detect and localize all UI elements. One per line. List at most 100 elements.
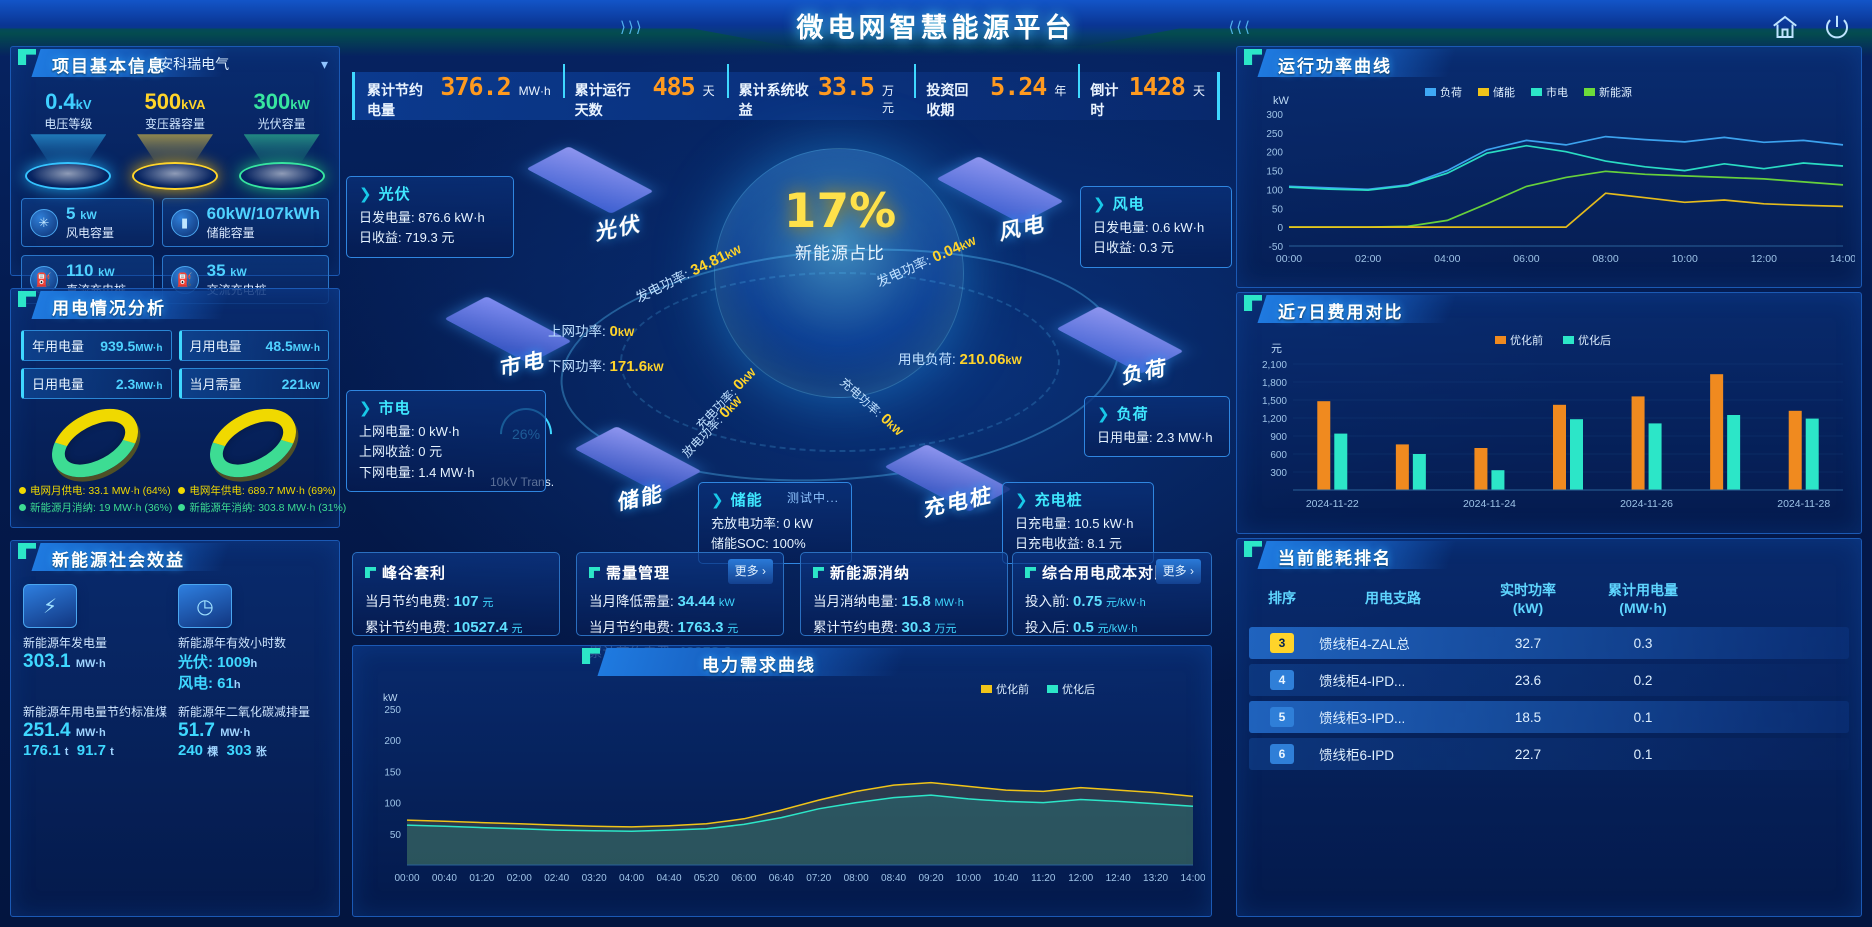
- capacity-ac-value: 35: [206, 261, 226, 281]
- rank-col-power: 实时功率 (kW): [1500, 582, 1556, 616]
- ring-beam: [243, 134, 320, 165]
- svg-text:负荷: 负荷: [1440, 85, 1462, 99]
- project-info-panel: 项目基本信息 安科瑞电气 ▾ 0.4kV 电压等级 500kVA 变压器容量 3…: [10, 46, 340, 305]
- iso-label-pv: 光伏: [596, 212, 642, 245]
- svg-text:新能源: 新能源: [1599, 85, 1632, 99]
- panel-title-bar: 近7日费用对比: [1236, 292, 1862, 326]
- rank-badge: 5: [1270, 707, 1294, 727]
- svg-text:1,200: 1,200: [1262, 414, 1287, 425]
- storage-card-title: ❯ 储能 测试中...: [711, 491, 839, 509]
- pv-block-icon: [526, 146, 654, 214]
- company-select[interactable]: 安科瑞电气 ▾: [159, 54, 328, 74]
- svg-text:300: 300: [1266, 110, 1283, 121]
- svg-text:元: 元: [1271, 343, 1282, 355]
- wind-turbine-icon: ✳: [30, 208, 58, 237]
- kpi-payback: 投资回收期 5.24 年: [914, 64, 1078, 120]
- capacity-dc-unit: kW: [98, 267, 115, 280]
- rank-badge: 4: [1270, 670, 1294, 690]
- svg-text:00:00: 00:00: [394, 873, 419, 884]
- storage-info-card: ❯ 储能 测试中... 充放电功率: 0 kW 储能SOC: 100%: [698, 482, 852, 564]
- svg-text:250: 250: [384, 705, 401, 716]
- svg-text:00:00: 00:00: [1276, 253, 1302, 265]
- grid-up-income: 上网收益: 0 元: [359, 444, 443, 460]
- storage-soc: 储能SOC: 100%: [711, 536, 806, 552]
- svg-text:04:00: 04:00: [619, 873, 644, 884]
- rank-badge: 3: [1270, 633, 1294, 653]
- flag-icon: [365, 567, 376, 578]
- rank-branch: 馈线柜6-IPD: [1319, 748, 1395, 763]
- svg-text:06:00: 06:00: [731, 873, 756, 884]
- capacity-storage: ▮ 60kW/107kWh 储能容量: [161, 198, 329, 248]
- power-icon[interactable]: [1822, 12, 1852, 42]
- benefit-annual-generation: ⚡ 新能源年发电量 303.1 MW·h: [23, 584, 172, 693]
- svg-text:储能: 储能: [1493, 85, 1515, 99]
- fee-compare-panel: 近7日费用对比 元 300 600 900 1,200 1,500 1,800 2,100 优化…: [1236, 292, 1862, 534]
- title-flag-icon: [1244, 49, 1262, 65]
- home-icon[interactable]: [1770, 12, 1800, 42]
- rank-badge: 6: [1270, 744, 1294, 764]
- table-row[interactable]: 6 馈线柜6-IPD 22.7 0.1: [1249, 738, 1849, 770]
- header-deco-left: ⟩⟩⟩: [620, 19, 644, 36]
- svg-text:kW: kW: [383, 693, 398, 704]
- legend-renew-year: 新能源年消纳: 303.8 MW·h (31%): [189, 502, 347, 514]
- renewable-share: 17% 新能源占比: [740, 184, 940, 264]
- header-actions: [1770, 12, 1852, 42]
- svg-text:12:40: 12:40: [1106, 873, 1131, 884]
- ring-voltage-label: 电压等级: [44, 117, 93, 132]
- flow-up-power: 上网功率: 0kW: [548, 323, 635, 340]
- title-flag-icon: [18, 49, 36, 65]
- more-button[interactable]: 更多 ›: [1155, 559, 1201, 584]
- svg-text:市电: 市电: [1546, 85, 1568, 99]
- svg-text:200: 200: [1266, 148, 1283, 159]
- rank-energy: 0.1: [1633, 709, 1653, 725]
- legend-grid-year: 电网年供电: 689.7 MW·h (69%): [189, 485, 336, 497]
- demand-curve-svg: kW 50 100 150 200 250 优化前 优化后 00:00 00:40 01:20 02:…: [383, 682, 1206, 884]
- svg-text:05:20: 05:20: [694, 873, 719, 884]
- demand-curve-title: 电力需求曲线: [702, 656, 816, 675]
- wind-card-title: ❯ 风电: [1093, 196, 1145, 213]
- title-flag-icon: [582, 648, 600, 664]
- capacity-wind-unit: kW: [80, 210, 97, 223]
- orbit-ring-inner: [620, 272, 1060, 452]
- svg-text:150: 150: [384, 767, 401, 778]
- rank-power: 23.6: [1514, 672, 1542, 688]
- charger-card-title: ❯ 充电桩: [1015, 492, 1083, 509]
- svg-text:优化前: 优化前: [996, 683, 1029, 696]
- panel-title-bar: 运行功率曲线: [1236, 46, 1862, 80]
- capacity-ac-unit: kW: [230, 267, 247, 280]
- load-daily-usage: 日用电量: 2.3 MW·h: [1097, 430, 1213, 446]
- power-chart-area: kW -50 0 50 100 150 200 250 300 负荷 储能 市电 新能源 00:00 02:…: [1237, 80, 1861, 289]
- ring-disc: [25, 162, 112, 191]
- more-button[interactable]: 更多 ›: [727, 559, 773, 584]
- svg-text:14:00: 14:00: [1180, 873, 1205, 884]
- load-info-card: ❯ 负荷 日用电量: 2.3 MW·h: [1084, 396, 1230, 458]
- metric-day-usage: 日用电量 2.3MW·h: [21, 368, 172, 399]
- usage-analysis-panel: 用电情况分析 年用电量 939.5MW·h 月用电量 48.5MW·h 日用电量 2.…: [10, 288, 346, 528]
- svg-text:200: 200: [384, 736, 401, 747]
- kpi-countdown: 倒计时 1428 天: [1078, 64, 1217, 120]
- panel-title-bar: 电力需求曲线: [352, 645, 1212, 679]
- ring-pv: 300kW 光伏容量: [232, 89, 332, 191]
- svg-text:12:00: 12:00: [1751, 253, 1777, 265]
- ring-disc: [238, 162, 325, 191]
- page-title: 微电网智慧能源平台: [796, 13, 1076, 43]
- ring-voltage-unit: kV: [75, 97, 92, 112]
- ring-pv-unit: kW: [290, 97, 310, 112]
- arrow-icon: ❯: [711, 492, 725, 509]
- charger-daily-energy: 日充电量: 10.5 kW·h: [1015, 516, 1134, 532]
- svg-text:07:20: 07:20: [806, 873, 831, 884]
- social-benefit-title: 新能源社会效益: [52, 551, 185, 570]
- donut-year: [195, 394, 313, 492]
- wind-daily-generation: 日发电量: 0.6 kW·h: [1093, 220, 1205, 236]
- fee-compare-title: 近7日费用对比: [1278, 303, 1404, 322]
- svg-text:02:40: 02:40: [544, 873, 569, 884]
- table-row[interactable]: 5 馈线柜3-IPD... 18.5 0.1: [1249, 701, 1849, 733]
- storage-power: 充放电功率: 0 kW: [711, 516, 813, 532]
- benefit-coal-saved: 新能源年用电量节约标准煤 251.4 MW·h 176.1 t 91.7 t: [23, 705, 168, 759]
- usage-donut-charts: [11, 394, 339, 492]
- table-row[interactable]: 4 馈线柜4-IPD... 23.6 0.2: [1249, 664, 1849, 696]
- fee-chart-area: 元 300 600 900 1,200 1,500 1,800 2,100 优化前 优化后 2024…: [1237, 326, 1861, 535]
- stat-title: 综合用电成本对比: [1025, 561, 1199, 587]
- table-row[interactable]: 3 馈线柜4-ZAL总 32.7 0.3: [1249, 627, 1849, 659]
- svg-text:09:20: 09:20: [918, 873, 943, 884]
